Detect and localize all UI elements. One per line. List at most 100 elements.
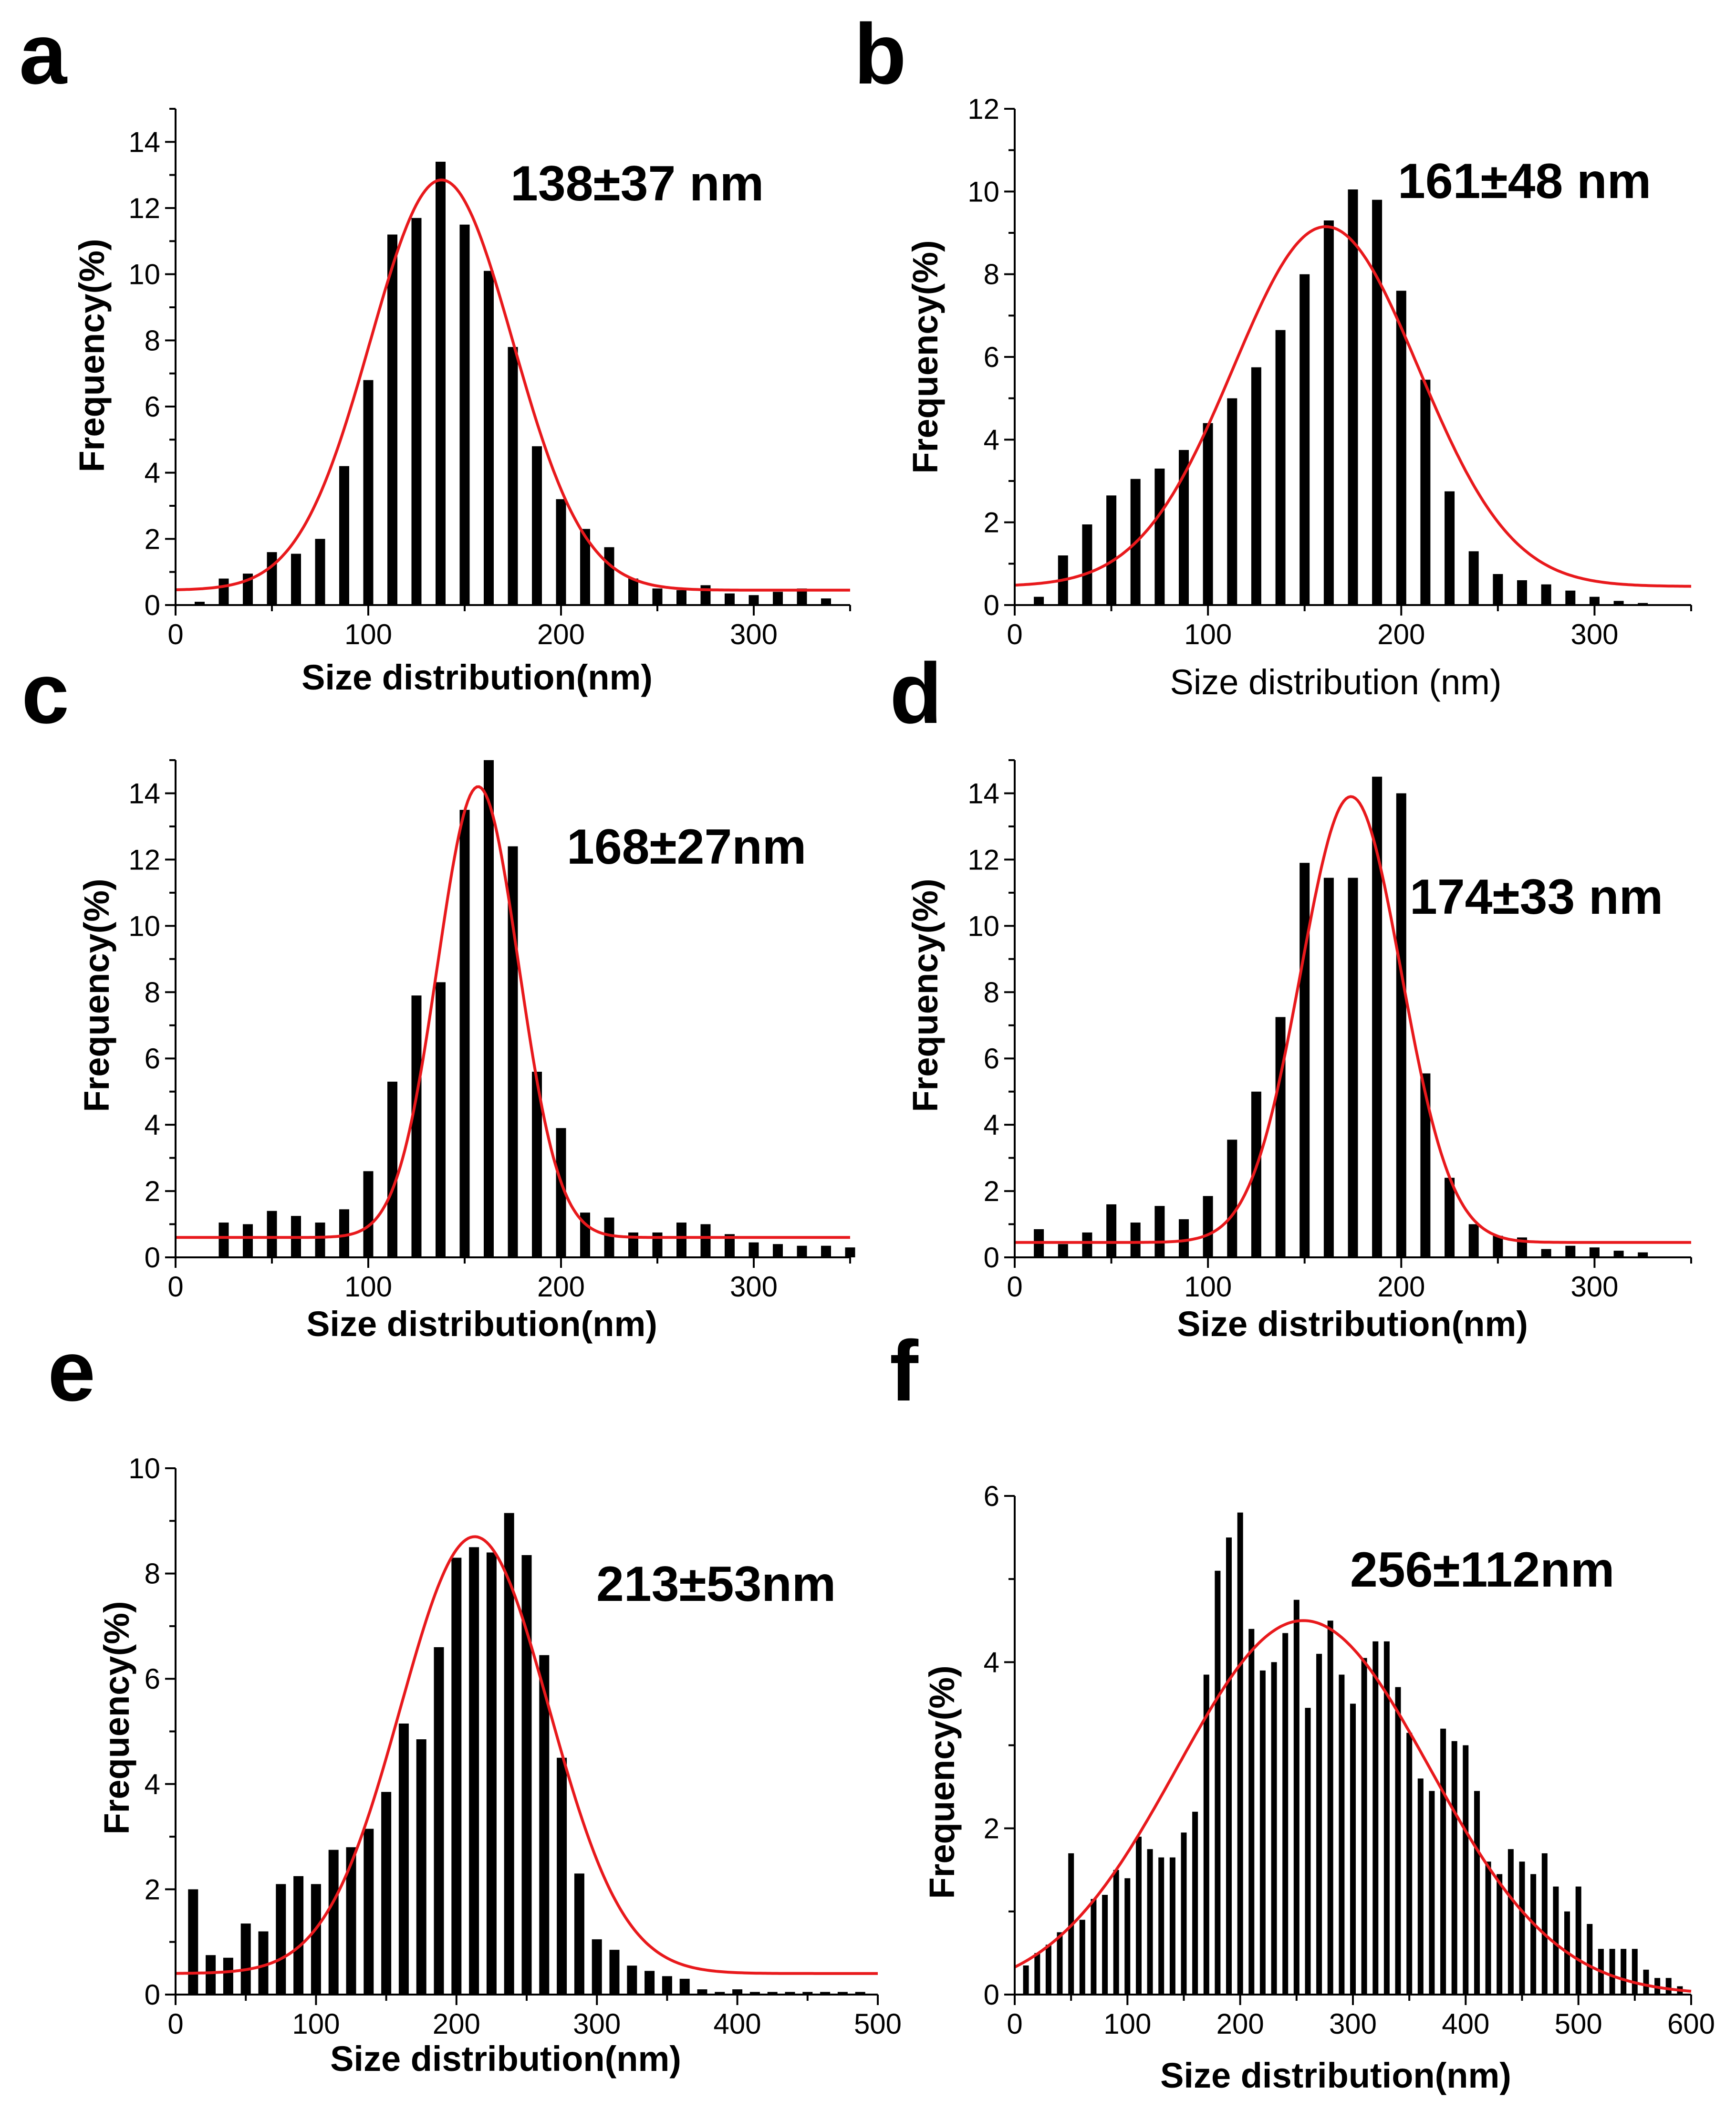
bar-c-2 — [267, 1211, 277, 1257]
bar-f-38 — [1451, 1741, 1457, 1995]
bar-c-8 — [411, 995, 422, 1257]
y-tick-label-e-0: 0 — [145, 1979, 160, 2011]
bar-e-6 — [293, 1876, 304, 1995]
bar-a-1 — [218, 578, 229, 605]
annotation-d: 174±33 nm — [1410, 869, 1663, 925]
bar-c-5 — [339, 1209, 349, 1257]
xlabel-c: Size distribution(nm) — [306, 1304, 657, 1344]
bar-a-20 — [676, 590, 686, 605]
x-tick-label-d-2: 200 — [1377, 1271, 1425, 1303]
bar-f-8 — [1113, 1870, 1119, 1995]
bar-e-4 — [258, 1931, 269, 1995]
bar-c-10 — [459, 810, 470, 1257]
bar-e-27 — [662, 1976, 672, 1995]
bar-f-28 — [1339, 1674, 1345, 1995]
bar-d-5 — [1154, 1206, 1165, 1257]
panel-letter-c: c — [21, 646, 69, 742]
y-tick-label-c-6: 12 — [128, 844, 160, 876]
x-tick-label-e-1: 100 — [292, 2008, 340, 2040]
bar-d-11 — [1299, 863, 1310, 1257]
bar-c-4 — [315, 1223, 325, 1257]
bar-c-20 — [700, 1224, 711, 1257]
x-tick-label-c-3: 300 — [730, 1271, 778, 1303]
annotation-a: 138±37 nm — [510, 156, 764, 211]
bar-f-44 — [1519, 1861, 1525, 1995]
bar-f-39 — [1463, 1745, 1469, 1995]
y-tick-label-d-6: 12 — [967, 844, 999, 876]
bar-e-7 — [311, 1884, 321, 1995]
bar-a-5 — [315, 539, 325, 605]
bar-f-35 — [1417, 1778, 1424, 1995]
y-tick-label-d-7: 14 — [967, 777, 999, 809]
bar-f-33 — [1395, 1687, 1401, 1995]
xlabel-e: Size distribution(nm) — [330, 2039, 681, 2079]
bar-b-10 — [1275, 330, 1286, 605]
bar-d-10 — [1275, 1017, 1286, 1257]
plot-area-d: 0 100 200 300 0 2 4 6 8 10 12 14 — [967, 759, 1692, 1303]
bar-b-3 — [1106, 495, 1117, 605]
bar-a-8 — [387, 234, 397, 605]
bar-f-3 — [1057, 1932, 1063, 1995]
bar-a-17 — [604, 547, 614, 605]
bar-a-4 — [291, 554, 301, 605]
fit-curve-d — [1015, 795, 1691, 1244]
bar-c-11 — [484, 760, 494, 1257]
bar-c-7 — [387, 1081, 397, 1257]
bar-e-14 — [434, 1647, 444, 1995]
bar-f-50 — [1587, 1924, 1593, 1995]
y-tick-label-a-1: 2 — [145, 523, 160, 555]
x-tick-label-a-0: 0 — [167, 618, 183, 650]
bar-c-9 — [436, 982, 446, 1257]
bar-b-8 — [1227, 398, 1237, 605]
bar-b-19 — [1493, 574, 1503, 605]
bar-a-14 — [532, 446, 542, 605]
bar-e-21 — [557, 1757, 567, 1995]
bar-f-2 — [1045, 1944, 1051, 1995]
bar-d-23 — [1589, 1247, 1600, 1257]
x-tick-label-c-2: 200 — [537, 1271, 585, 1303]
bar-a-6 — [339, 466, 349, 605]
bar-e-17 — [486, 1552, 497, 1995]
bar-a-13 — [508, 347, 518, 605]
bar-f-37 — [1440, 1728, 1446, 1995]
bar-f-26 — [1316, 1653, 1322, 1995]
bar-f-40 — [1474, 1791, 1480, 1995]
bar-b-16 — [1420, 379, 1431, 605]
x-tick-label-c-0: 0 — [167, 1271, 183, 1303]
ylabel-a: Frequency(%) — [72, 239, 112, 472]
fit-curve-c — [176, 785, 850, 1239]
bar-a-22 — [725, 593, 735, 605]
bar-e-10 — [364, 1829, 374, 1995]
bar-a-10 — [436, 161, 446, 605]
y-tick-label-b-1: 2 — [984, 507, 999, 539]
bar-b-24 — [1613, 601, 1624, 605]
bar-e-28 — [679, 1978, 690, 1995]
bar-f-10 — [1136, 1837, 1142, 1995]
y-tick-label-c-1: 2 — [145, 1175, 160, 1207]
bar-f-34 — [1406, 1733, 1413, 1995]
bar-e-31 — [732, 1989, 743, 1995]
y-tick-label-b-5: 10 — [967, 176, 999, 208]
bar-f-9 — [1124, 1878, 1131, 1995]
x-tick-label-e-5: 500 — [854, 2008, 902, 2040]
ylabel-b: Frequency(%) — [905, 240, 945, 473]
bar-c-25 — [821, 1245, 831, 1257]
bar-d-4 — [1130, 1223, 1141, 1257]
bar-f-54 — [1632, 1949, 1638, 1995]
bar-c-15 — [580, 1212, 590, 1257]
panel-f: f 0 100 200 300 400 500 600 0 2 4 6 256±112nm Size… — [890, 1323, 1715, 2095]
bar-e-13 — [416, 1739, 426, 1995]
bar-e-18 — [504, 1513, 514, 1995]
panel-letter-a: a — [19, 6, 68, 102]
bar-f-11 — [1147, 1849, 1153, 1995]
bar-f-57 — [1665, 1978, 1672, 1995]
bar-b-17 — [1445, 491, 1455, 605]
x-tick-label-e-3: 300 — [573, 2008, 621, 2040]
bar-d-18 — [1468, 1224, 1479, 1257]
bar-f-0 — [1023, 1965, 1029, 1995]
plot-area-a: 0 100 200 300 0 2 4 6 8 10 12 14 — [128, 108, 851, 650]
bar-c-14 — [556, 1128, 566, 1257]
panel-a: a 0 100 200 300 0 2 4 6 8 10 12 14 138±37 nm Size d… — [19, 6, 851, 697]
annotation-f: 256±112nm — [1350, 1542, 1614, 1598]
bar-f-7 — [1102, 1895, 1108, 1995]
